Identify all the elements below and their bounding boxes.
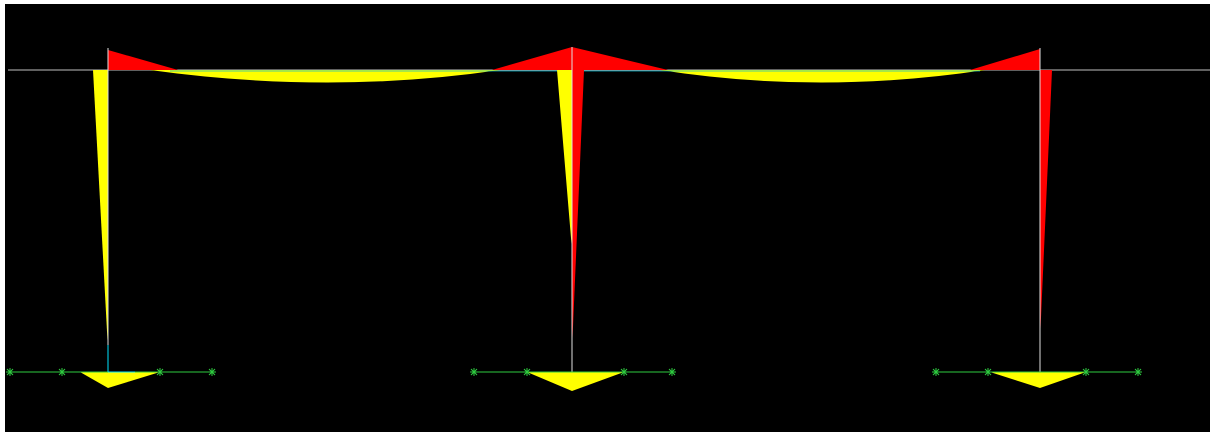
- moment-negative: [970, 49, 1040, 70]
- moment-positive: [150, 70, 500, 83]
- footing-moment: [990, 372, 1086, 388]
- moment-positive: [557, 70, 572, 250]
- moment-positive: [93, 70, 108, 350]
- footing-moment: [80, 372, 160, 388]
- moment-positive: [660, 70, 985, 83]
- moment-negative: [572, 70, 584, 350]
- moment-negative: [108, 50, 178, 70]
- moment-negative: [492, 47, 668, 70]
- spring-supports: [6, 368, 1142, 376]
- moment-negative: [1040, 70, 1052, 340]
- footing-moment: [527, 372, 624, 391]
